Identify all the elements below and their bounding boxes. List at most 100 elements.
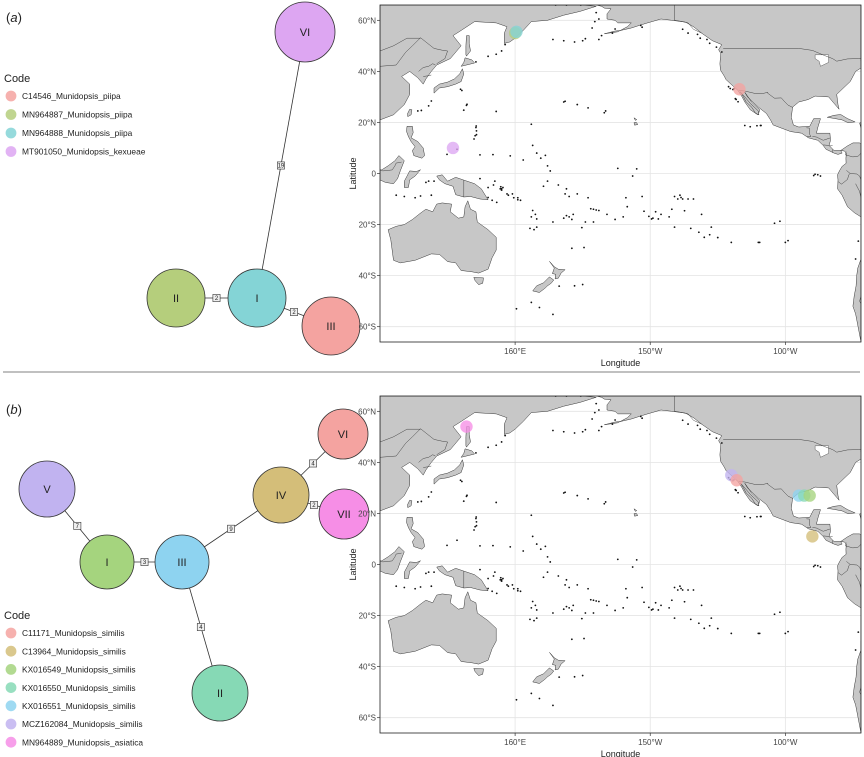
legend-swatch (5, 736, 17, 748)
island (597, 429, 600, 432)
island (420, 109, 423, 112)
mutation-step-box (310, 501, 318, 509)
island (679, 585, 681, 588)
island (565, 187, 568, 190)
island (492, 153, 494, 156)
legend-label: C11171_Munidopsis_similis (22, 628, 125, 638)
landmass (407, 108, 413, 117)
landmass (433, 459, 465, 485)
island (493, 180, 496, 183)
island (857, 631, 860, 634)
landmass (633, 508, 637, 512)
panel-label: (b) (6, 402, 22, 417)
haplotype-label: VII (337, 509, 350, 521)
country-border (723, 48, 861, 62)
island (643, 210, 645, 213)
island (473, 138, 475, 140)
island (584, 221, 587, 223)
haplotype-label: IV (276, 490, 287, 502)
island (641, 26, 644, 29)
island (568, 216, 571, 218)
island (535, 617, 538, 620)
landmass (387, 591, 497, 665)
island (591, 418, 594, 420)
island (475, 126, 477, 129)
island (475, 516, 478, 518)
island (552, 38, 554, 41)
mutation-step-box (196, 623, 205, 631)
island (535, 152, 538, 154)
island (631, 175, 634, 177)
island (487, 196, 489, 199)
legend-item: MN964887_Munidopsis_piipa (5, 109, 133, 120)
island (597, 409, 600, 411)
island (512, 587, 515, 590)
island (487, 55, 489, 58)
island (611, 423, 614, 425)
island (544, 154, 547, 157)
island (668, 607, 671, 609)
country-border (855, 183, 861, 198)
island (506, 584, 508, 586)
haplotype-node-VII: VII (318, 488, 370, 540)
island (700, 213, 703, 216)
landmass (380, 396, 597, 512)
island (570, 638, 573, 641)
lat-tick-label: 20°N (358, 509, 376, 518)
island (696, 424, 699, 427)
legend-item: MT901050_Munidopsis_kexueae (5, 146, 146, 157)
island (511, 193, 514, 195)
country-border (380, 161, 402, 172)
island (773, 222, 776, 225)
island (427, 495, 430, 498)
mutation-step-label: 3 (143, 560, 147, 566)
island (689, 227, 692, 230)
island (626, 596, 629, 599)
lon-tick-label: 100°W (773, 738, 798, 747)
island (583, 246, 585, 249)
island (759, 124, 762, 127)
lon-tick-label: 150°W (638, 738, 663, 747)
island (500, 189, 503, 191)
island (570, 609, 573, 612)
legend-swatch (5, 127, 17, 139)
island (683, 209, 686, 212)
island (487, 186, 489, 189)
island (670, 599, 673, 602)
island (499, 187, 502, 190)
island (427, 571, 430, 574)
island (715, 46, 718, 49)
landmass (404, 560, 421, 579)
island (673, 586, 676, 589)
island (589, 207, 592, 210)
legend-item: MN964889_Munidopsis_asiatica (5, 736, 143, 748)
landmass (433, 68, 465, 94)
lat-tick-label: 40°S (359, 663, 376, 672)
island (710, 617, 713, 620)
landmass (436, 174, 489, 201)
island (475, 520, 478, 523)
island (504, 43, 507, 46)
island (647, 215, 650, 218)
island (568, 586, 571, 589)
island (647, 606, 650, 609)
country-border (806, 127, 812, 137)
country-border (674, 396, 702, 425)
lat-tick-label: 0 (372, 170, 377, 179)
island (533, 228, 535, 231)
landmass (465, 35, 471, 57)
island (562, 430, 565, 433)
island (587, 196, 589, 199)
island (697, 622, 700, 625)
island (734, 97, 737, 100)
panel-a: (a) Code C14546_Munidopsis_piipa MN964887_M… (4, 1, 862, 368)
landmass (739, 482, 760, 507)
island (816, 564, 819, 567)
haplotype-node-VI: VI (274, 1, 336, 63)
haplotype-label: II (173, 293, 179, 305)
legend-swatch (5, 718, 17, 730)
island (720, 51, 723, 53)
island (734, 488, 737, 491)
island (614, 218, 616, 221)
